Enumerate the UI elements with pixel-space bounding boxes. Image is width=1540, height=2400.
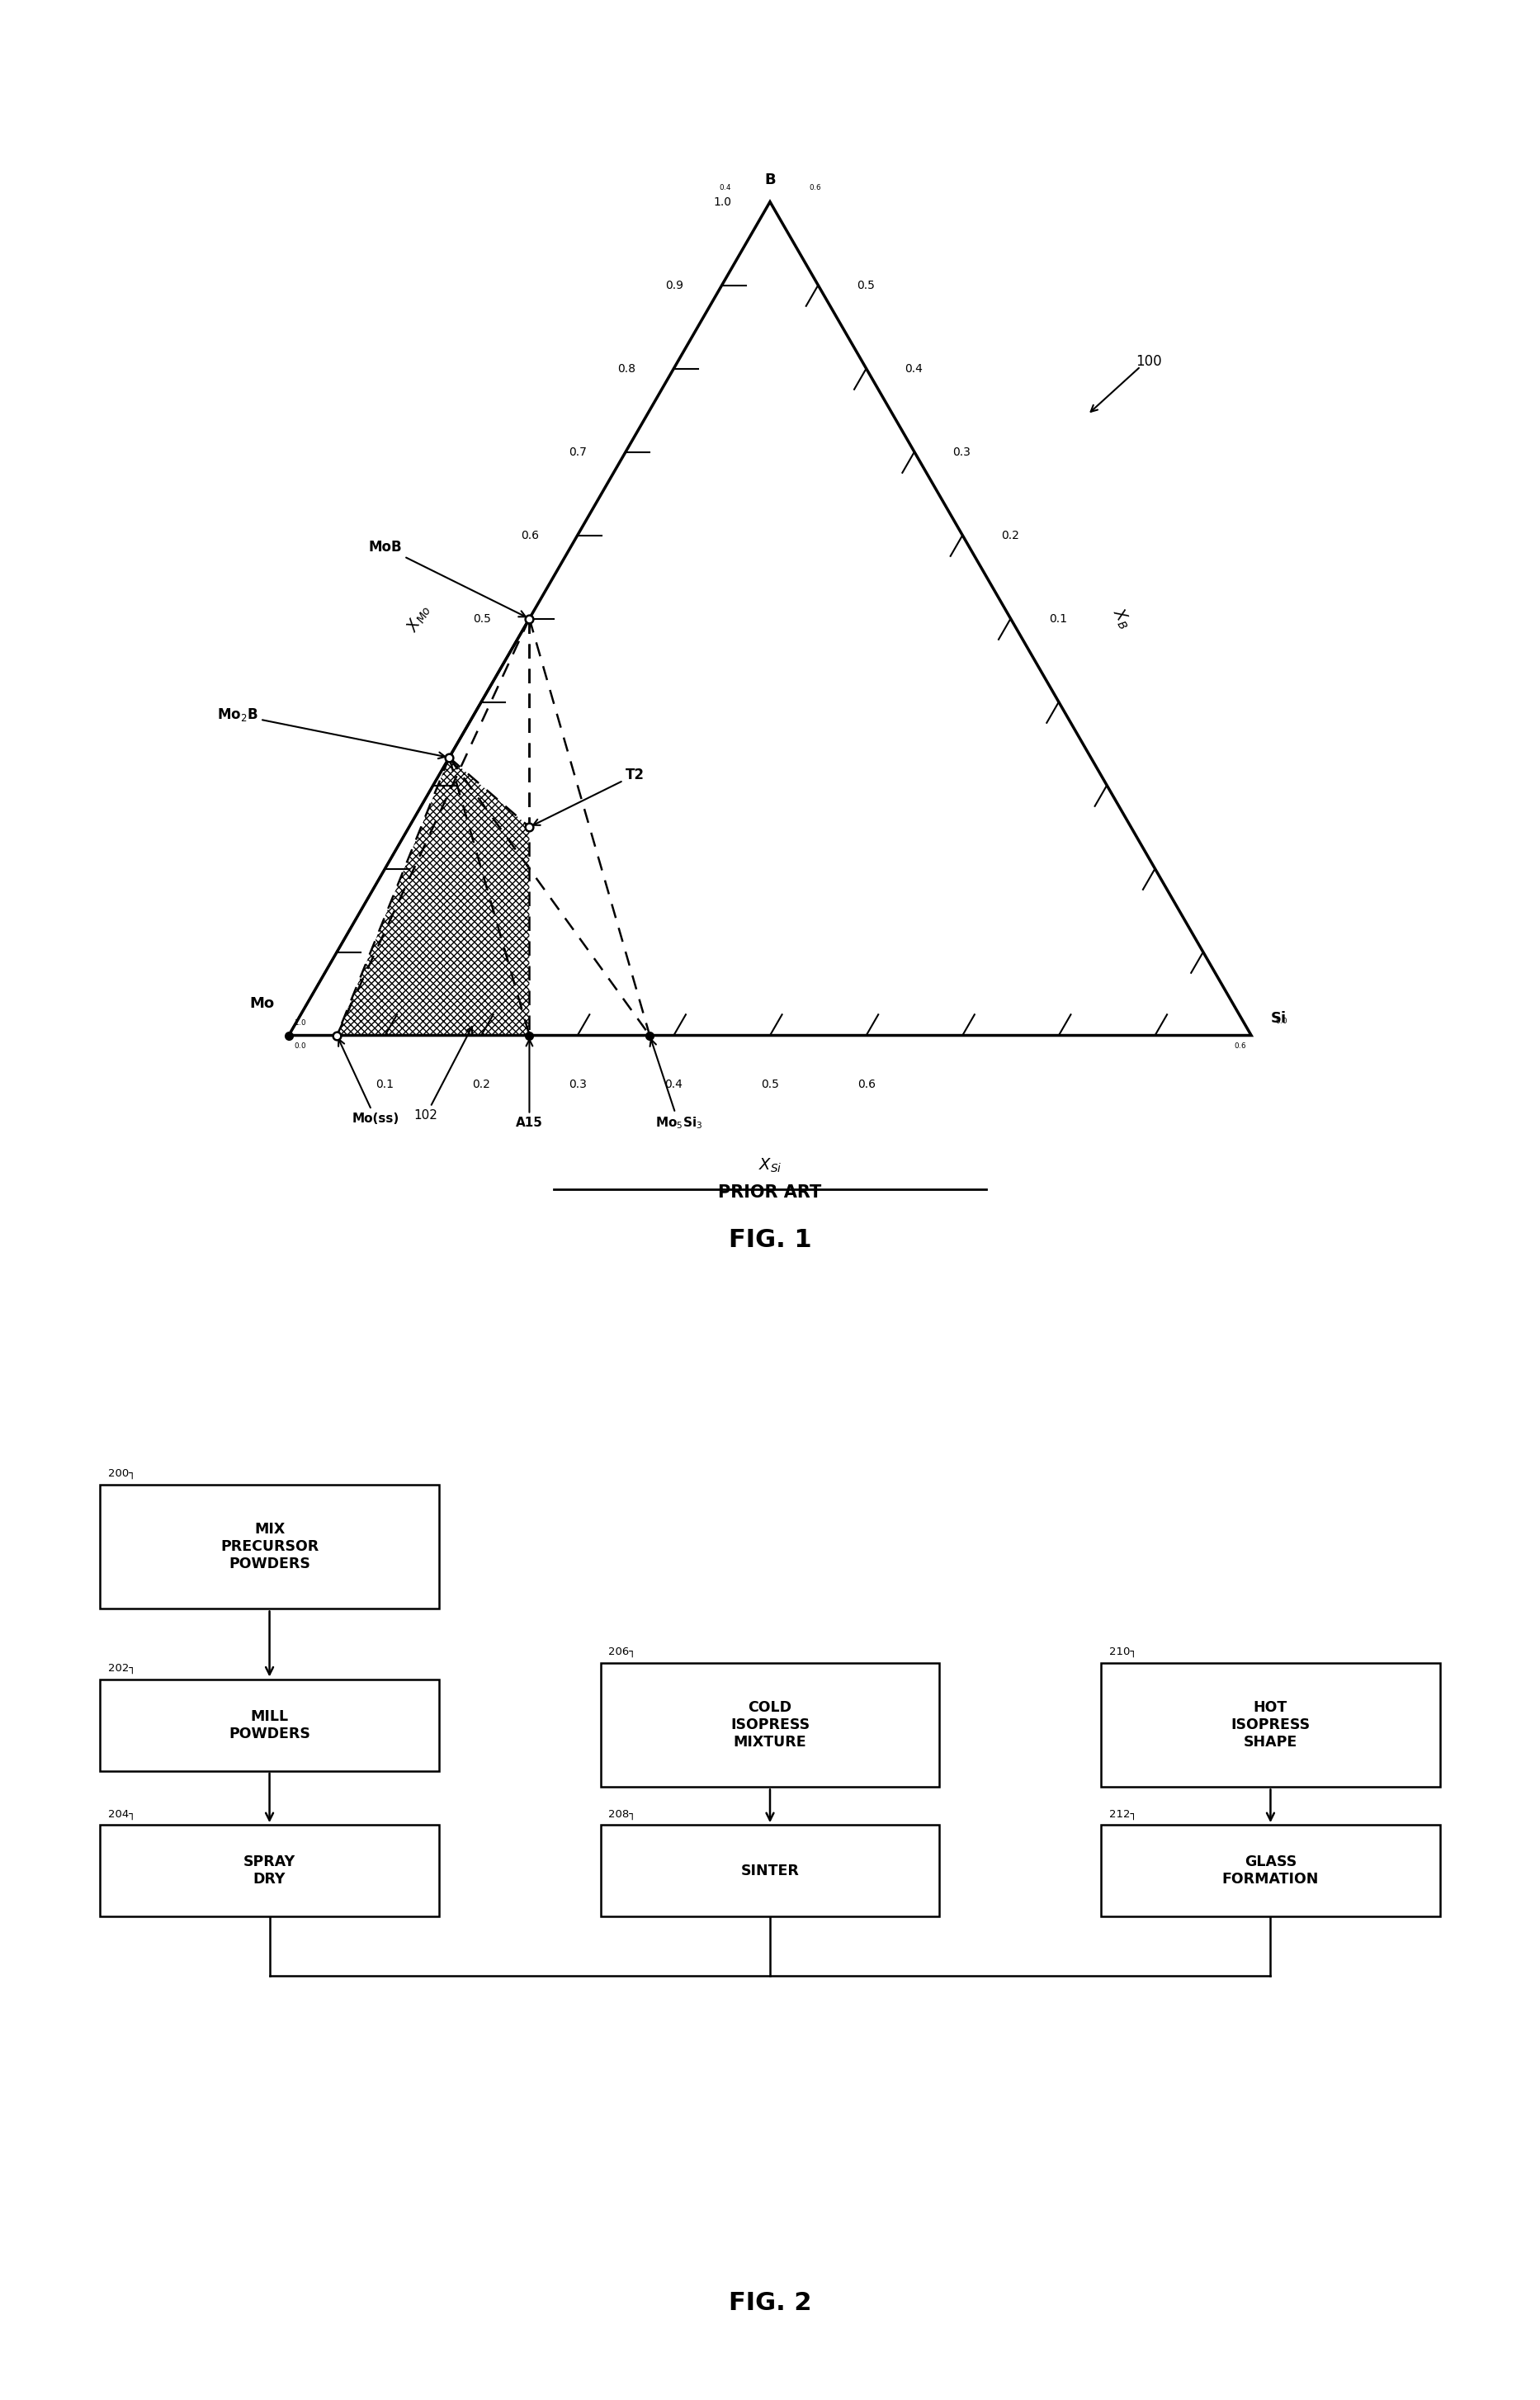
FancyBboxPatch shape bbox=[1101, 1663, 1440, 1788]
Text: COLD
ISOPRESS
MIXTURE: COLD ISOPRESS MIXTURE bbox=[730, 1702, 810, 1750]
Text: 0.6: 0.6 bbox=[521, 530, 539, 540]
Polygon shape bbox=[337, 758, 530, 1034]
Text: $_{0.0}$: $_{0.0}$ bbox=[1275, 1015, 1287, 1025]
Text: Mo(ss): Mo(ss) bbox=[339, 1039, 399, 1126]
Text: 210┐: 210┐ bbox=[1109, 1646, 1137, 1658]
Text: 1.0: 1.0 bbox=[713, 197, 732, 206]
Text: B: B bbox=[764, 173, 776, 187]
Text: 0.4: 0.4 bbox=[906, 362, 922, 374]
Text: Mo$_2$B: Mo$_2$B bbox=[217, 706, 445, 758]
Text: 0.3: 0.3 bbox=[568, 1078, 587, 1090]
Text: 102: 102 bbox=[414, 1027, 473, 1121]
FancyBboxPatch shape bbox=[601, 1663, 939, 1788]
Text: 0.1: 0.1 bbox=[1049, 612, 1067, 624]
Text: 0.4: 0.4 bbox=[665, 1078, 682, 1090]
Text: Mo$_5$Si$_3$: Mo$_5$Si$_3$ bbox=[650, 1039, 702, 1130]
Text: GLASS
FORMATION: GLASS FORMATION bbox=[1223, 1855, 1318, 1886]
Text: 204┐: 204┐ bbox=[108, 1810, 136, 1819]
Text: MILL
POWDERS: MILL POWDERS bbox=[229, 1709, 310, 1740]
Text: 208┐: 208┐ bbox=[608, 1810, 636, 1819]
Text: 0.2: 0.2 bbox=[1001, 530, 1019, 540]
Text: 0.1: 0.1 bbox=[376, 1078, 394, 1090]
Text: $_{0.6}$: $_{0.6}$ bbox=[809, 182, 821, 192]
Text: SINTER: SINTER bbox=[741, 1862, 799, 1879]
Text: 0.7: 0.7 bbox=[570, 446, 587, 458]
Text: Si: Si bbox=[1270, 1010, 1286, 1025]
Text: A15: A15 bbox=[516, 1039, 544, 1130]
Text: 0.2: 0.2 bbox=[473, 1078, 490, 1090]
FancyBboxPatch shape bbox=[100, 1680, 439, 1771]
Text: 206┐: 206┐ bbox=[608, 1646, 636, 1658]
Text: 0.9: 0.9 bbox=[665, 278, 684, 290]
Text: 100: 100 bbox=[1135, 355, 1161, 370]
Text: 0.6: 0.6 bbox=[858, 1078, 875, 1090]
Text: T2: T2 bbox=[533, 768, 645, 826]
Text: $_{0.0}$: $_{0.0}$ bbox=[294, 1039, 306, 1051]
Text: FIG. 2: FIG. 2 bbox=[728, 2292, 812, 2314]
Text: HOT
ISOPRESS
SHAPE: HOT ISOPRESS SHAPE bbox=[1230, 1702, 1311, 1750]
Text: 202┐: 202┐ bbox=[108, 1663, 136, 1673]
Text: $_{0.6}$: $_{0.6}$ bbox=[1234, 1039, 1246, 1051]
Text: Mo: Mo bbox=[249, 996, 274, 1010]
Text: MIX
PRECURSOR
POWDERS: MIX PRECURSOR POWDERS bbox=[220, 1522, 319, 1572]
Text: $X_B$: $X_B$ bbox=[1109, 605, 1133, 631]
Text: 0.5: 0.5 bbox=[761, 1078, 779, 1090]
Text: $X_{Si}$: $X_{Si}$ bbox=[758, 1157, 782, 1174]
Text: 0.8: 0.8 bbox=[618, 362, 636, 374]
Text: 0.3: 0.3 bbox=[953, 446, 970, 458]
Text: 212┐: 212┐ bbox=[1109, 1810, 1137, 1819]
Text: 200┐: 200┐ bbox=[108, 1469, 136, 1478]
Text: $_{1.0}$: $_{1.0}$ bbox=[294, 1018, 306, 1027]
Text: FIG. 1: FIG. 1 bbox=[728, 1229, 812, 1253]
FancyBboxPatch shape bbox=[601, 1824, 939, 1918]
Text: SPRAY
DRY: SPRAY DRY bbox=[243, 1855, 296, 1886]
Text: 0.5: 0.5 bbox=[856, 278, 875, 290]
Text: 0.5: 0.5 bbox=[473, 612, 491, 624]
FancyBboxPatch shape bbox=[100, 1486, 439, 1608]
Text: $_{0.4}$: $_{0.4}$ bbox=[719, 182, 731, 192]
Text: $X_{Mo}$: $X_{Mo}$ bbox=[403, 602, 434, 636]
FancyBboxPatch shape bbox=[1101, 1824, 1440, 1918]
Text: MoB: MoB bbox=[368, 540, 525, 617]
Text: PRIOR ART: PRIOR ART bbox=[718, 1186, 822, 1200]
FancyBboxPatch shape bbox=[100, 1824, 439, 1918]
